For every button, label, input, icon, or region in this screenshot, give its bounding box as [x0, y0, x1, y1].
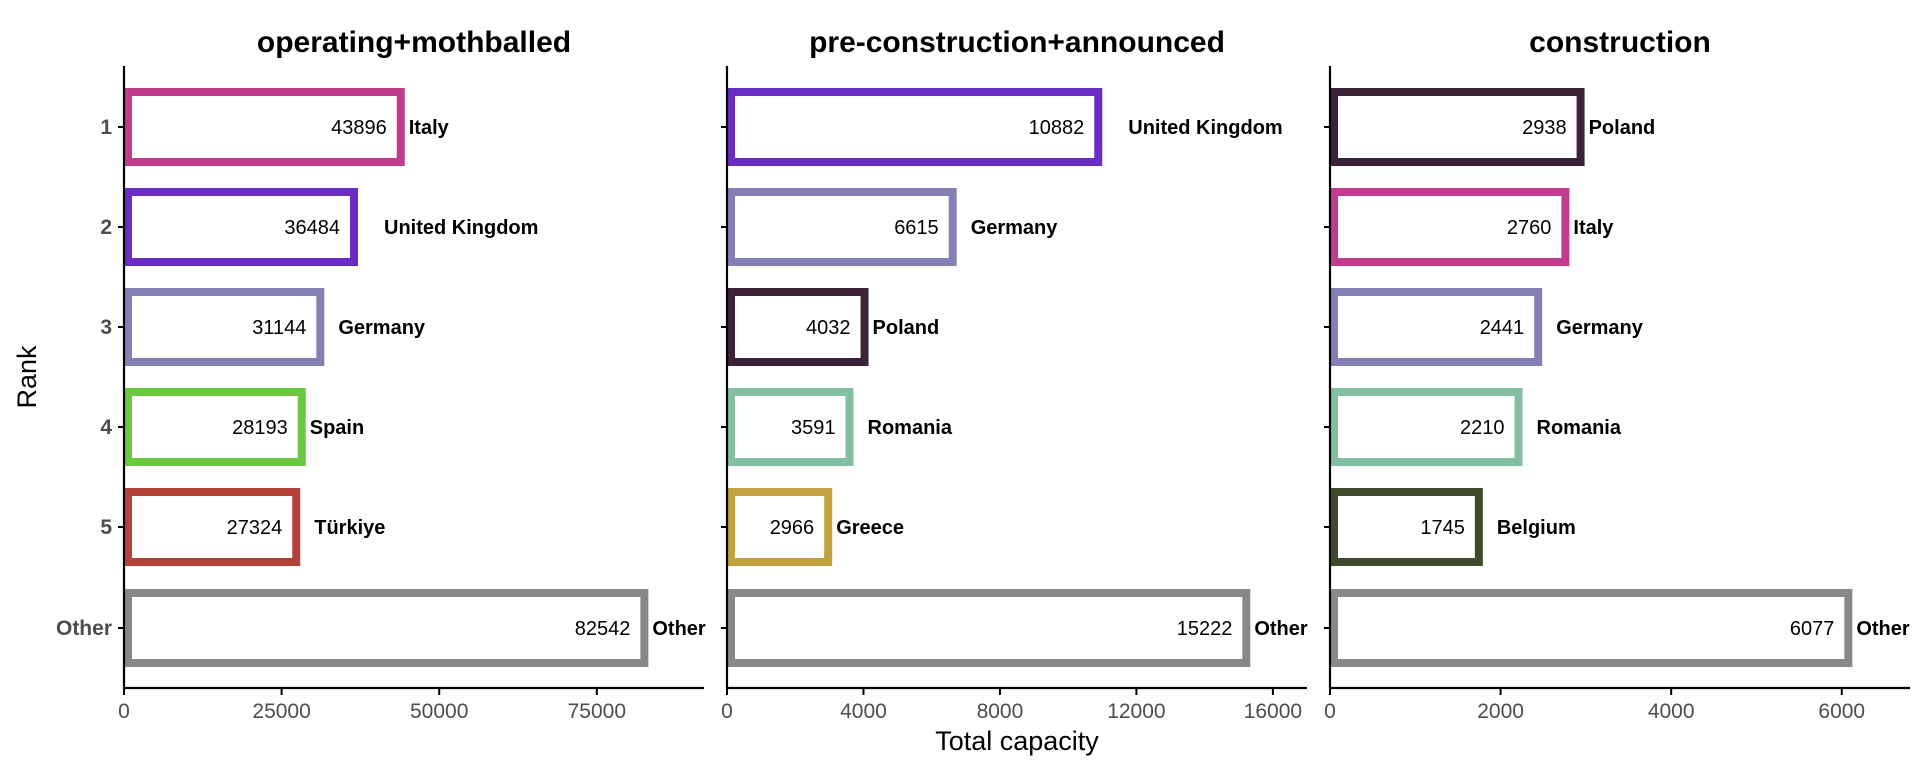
- rank-tick-label: Other: [56, 617, 112, 640]
- bar-value-label: 36484: [284, 217, 340, 239]
- bar-country-label: Romania: [868, 417, 953, 439]
- bar: [1330, 188, 1570, 266]
- bar: [124, 388, 306, 466]
- bar-country-label: Poland: [873, 317, 940, 339]
- bar: [124, 88, 405, 166]
- rank-tick-label: 2: [100, 216, 112, 239]
- panel-title: pre-construction+announced: [809, 26, 1225, 59]
- bar-country-label: Other: [1254, 618, 1308, 640]
- bar: [1330, 589, 1853, 667]
- panels-layer: operating+mothballed 43896 Italy 36484 Unite…: [118, 26, 1910, 723]
- bar-country-label: Germany: [1556, 317, 1644, 339]
- rank-tick-label: 1: [100, 116, 112, 139]
- rank-tick-label: 4: [100, 416, 112, 439]
- panel-plot-area: 43896 Italy 36484 United Kingdom 31144 German…: [124, 88, 706, 667]
- bar-country-label: Belgium: [1497, 517, 1576, 539]
- bar: [1330, 488, 1483, 566]
- bar: [124, 188, 359, 266]
- x-tick-label: 0: [721, 700, 733, 723]
- bar-value-label: 6077: [1790, 618, 1835, 640]
- bar-country-label: Türkiye: [314, 517, 385, 539]
- bar-country-label: United Kingdom: [1128, 117, 1282, 139]
- x-axis-title-group: Total capacity: [935, 726, 1099, 756]
- x-tick-label: 2000: [1477, 700, 1524, 723]
- bar-value-label: 43896: [331, 117, 387, 139]
- bar: [1330, 388, 1523, 466]
- bar-country-label: Italy: [409, 117, 450, 139]
- x-tick-label: 6000: [1818, 700, 1865, 723]
- bar: [1330, 288, 1543, 366]
- bar-value-label: 31144: [252, 317, 306, 339]
- x-tick-label: 75000: [568, 700, 626, 723]
- bar-value-label: 82542: [575, 618, 631, 640]
- bar-value-label: 2760: [1507, 217, 1552, 239]
- y-axis-title-group: Rank 1 2 3 4 5 Other: [12, 116, 112, 640]
- bar-country-label: Other: [652, 618, 706, 640]
- x-tick-label: 0: [1324, 700, 1336, 723]
- x-tick-label: 4000: [1648, 700, 1695, 723]
- x-axis-title: Total capacity: [935, 726, 1099, 756]
- bar: [124, 488, 301, 566]
- bar-value-label: 27324: [227, 517, 283, 539]
- panel-2: pre-construction+announced 10882 United Ki…: [721, 26, 1308, 723]
- bar-value-label: 2938: [1522, 117, 1567, 139]
- bar-country-label: Germany: [971, 217, 1059, 239]
- bar-country-label: Spain: [310, 417, 364, 439]
- x-tick-label: 0: [118, 700, 130, 723]
- bar-country-label: Poland: [1589, 117, 1656, 139]
- bar-country-label: United Kingdom: [384, 217, 538, 239]
- bar-value-label: 2210: [1460, 417, 1505, 439]
- bar-value-label: 2441: [1480, 317, 1525, 339]
- x-tick-label: 50000: [410, 700, 468, 723]
- bar-value-label: 6615: [894, 217, 939, 239]
- bar: [727, 188, 957, 266]
- panel-3: construction 2938 Poland 2760 Italy 2441 Germa…: [1324, 26, 1910, 723]
- bar: [727, 288, 869, 366]
- bar-value-label: 28193: [232, 417, 288, 439]
- x-tick-label: 12000: [1107, 700, 1165, 723]
- rank-tick-label: 5: [100, 516, 112, 539]
- panel-plot-area: 10882 United Kingdom 6615 Germany 4032 Poland…: [727, 88, 1308, 667]
- bar-value-label: 3591: [791, 417, 836, 439]
- x-tick-label: 25000: [252, 700, 310, 723]
- panel-plot-area: 2938 Poland 2760 Italy 2441 Germany 2210 Romani…: [1330, 88, 1910, 667]
- x-tick-label: 8000: [977, 700, 1024, 723]
- x-tick-label: 4000: [840, 700, 887, 723]
- bar-country-label: Greece: [836, 517, 904, 539]
- bar-country-label: Germany: [338, 317, 426, 339]
- bar: [727, 589, 1251, 667]
- bar: [727, 488, 833, 566]
- bar: [124, 288, 325, 366]
- bar: [124, 589, 649, 667]
- panel-title: construction: [1529, 26, 1711, 59]
- bar-country-label: Italy: [1573, 217, 1614, 239]
- rank-tick-label: 3: [100, 316, 112, 339]
- bar: [727, 388, 854, 466]
- bar-country-label: Other: [1856, 618, 1910, 640]
- bar: [1330, 88, 1585, 166]
- x-tick-label: 16000: [1244, 700, 1302, 723]
- bar-value-label: 15222: [1177, 618, 1233, 640]
- bar-value-label: 2966: [770, 517, 815, 539]
- panel-1: operating+mothballed 43896 Italy 36484 Unite…: [118, 26, 706, 723]
- bar-value-label: 10882: [1029, 117, 1085, 139]
- bar-country-label: Romania: [1537, 417, 1622, 439]
- bar-value-label: 1745: [1420, 517, 1465, 539]
- panel-title: operating+mothballed: [257, 26, 571, 59]
- y-axis-title: Rank: [12, 345, 42, 409]
- bar-value-label: 4032: [806, 317, 851, 339]
- bar: [727, 88, 1103, 166]
